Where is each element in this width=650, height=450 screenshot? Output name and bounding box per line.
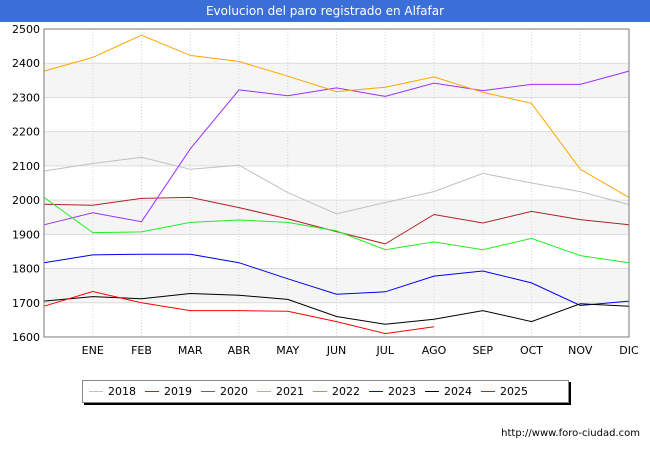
x-tick-label: JUL — [376, 344, 395, 357]
x-tick-label: MAR — [178, 344, 203, 357]
legend-swatch — [201, 391, 215, 392]
legend-item-2022: 2022 — [313, 381, 369, 402]
series-line-2024 — [43, 292, 630, 325]
chart-title: Evolucion del paro registrado en Alfafar — [0, 0, 650, 22]
legend-label: 2022 — [332, 385, 360, 398]
legend-label: 2021 — [276, 385, 304, 398]
x-tick-label: JUN — [326, 344, 347, 357]
x-tick-label: MAY — [276, 344, 299, 357]
y-tick-label: 2300 — [12, 91, 40, 104]
background-band — [44, 97, 629, 132]
x-tick-label: FEB — [131, 344, 152, 357]
x-tick-label: ABR — [228, 344, 251, 357]
x-tick-label: ENE — [82, 344, 104, 357]
legend-label: 2019 — [164, 385, 192, 398]
legend-swatch — [145, 391, 159, 392]
background-band — [44, 131, 629, 166]
background-band — [44, 29, 629, 64]
series-line-2022 — [43, 196, 630, 264]
y-axis-tick-labels: 1600 1700 1800 1900 2000 2100 2200 2300 2400 2500 — [12, 23, 40, 344]
source-credit[interactable]: http://www.foro-ciudad.com — [501, 428, 640, 439]
legend-label: 2018 — [108, 385, 136, 398]
x-tick-label: DIC — [619, 344, 639, 357]
background-band — [44, 200, 629, 235]
plot-frame — [43, 28, 630, 338]
x-axis-tick-labels: ENE FEB MAR ABR MAY JUN JUL AGO SEP OCT NOV DIC — [82, 344, 639, 357]
y-tick-label: 1800 — [12, 263, 40, 276]
legend-label: 2025 — [500, 385, 528, 398]
y-tick-label: 2500 — [12, 23, 40, 36]
legend-swatch — [481, 391, 495, 392]
series-lines — [43, 34, 630, 335]
series-line-2025 — [43, 290, 435, 335]
legend-item-2019: 2019 — [145, 381, 201, 402]
x-tick-label: AGO — [422, 344, 447, 357]
series-line-2023 — [43, 253, 630, 307]
legend-item-2018: 2018 — [89, 381, 145, 402]
y-tick-label: 1700 — [12, 297, 40, 310]
y-tick-label: 1900 — [12, 228, 40, 241]
background-band — [44, 268, 629, 303]
legend-swatch — [257, 391, 271, 392]
series-line-2020 — [43, 70, 630, 226]
legend-swatch — [369, 391, 383, 392]
legend-label: 2024 — [444, 385, 472, 398]
x-tick-label: OCT — [520, 344, 543, 357]
series-line-2018 — [43, 156, 630, 215]
legend-item-2023: 2023 — [369, 381, 425, 402]
series-line-2021 — [43, 34, 630, 198]
y-tick-label: 1600 — [12, 331, 40, 344]
series-line-2019 — [43, 196, 630, 245]
legend: 2018 2019 2020 2021 2022 2023 2024 2025 — [82, 380, 569, 403]
y-tick-label: 2400 — [12, 57, 40, 70]
legend-swatch — [89, 391, 103, 392]
legend-swatch — [425, 391, 439, 392]
y-tick-label: 2000 — [12, 194, 40, 207]
y-tick-label: 2200 — [12, 126, 40, 139]
legend-item-2024: 2024 — [425, 381, 481, 402]
x-tick-label: NOV — [568, 344, 593, 357]
background-band — [44, 302, 629, 337]
legend-item-2025: 2025 — [481, 381, 537, 402]
y-tick-label: 2100 — [12, 160, 40, 173]
legend-swatch — [313, 391, 327, 392]
x-tick-label: SEP — [472, 344, 493, 357]
legend-item-2020: 2020 — [201, 381, 257, 402]
legend-item-2021: 2021 — [257, 381, 313, 402]
legend-label: 2023 — [388, 385, 416, 398]
legend-label: 2020 — [220, 385, 248, 398]
